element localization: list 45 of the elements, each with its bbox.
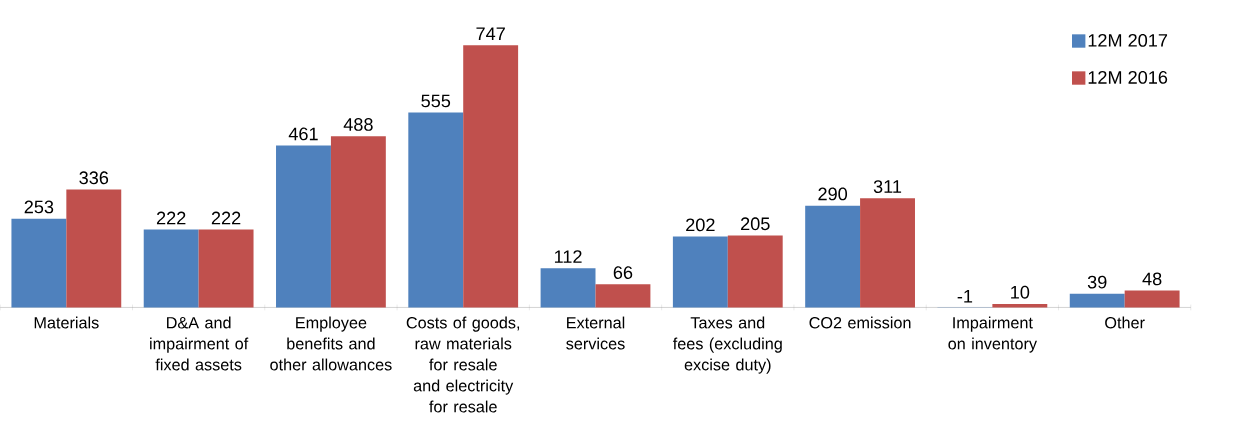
data-label: 290 (818, 187, 848, 201)
data-label: 488 (343, 117, 373, 131)
data-label: 555 (421, 94, 451, 108)
x-tick-label: Impairment on inventory (948, 316, 1037, 353)
data-label: 311 (873, 180, 902, 193)
legend-label: 12M 2016 (1088, 70, 1168, 84)
data-label: -1 (957, 289, 973, 303)
bar (143, 229, 199, 308)
bar (1124, 290, 1180, 308)
data-label: 66 (613, 266, 633, 279)
bar (198, 229, 254, 308)
data-label: 747 (476, 27, 505, 40)
x-tick-label: CO2 emission (809, 316, 911, 329)
data-label: 112 (554, 250, 582, 263)
x-tick-label: Taxes and fees (excluding excise duty) (672, 316, 782, 374)
data-label: 202 (686, 218, 715, 232)
x-tick-label: Employee benefits and other allowances (270, 316, 392, 371)
bar (672, 236, 728, 308)
bar (408, 112, 464, 308)
data-label: 253 (24, 200, 54, 214)
x-tick-label: Other (1105, 316, 1145, 329)
bar (860, 198, 915, 308)
data-label: 10 (1011, 285, 1030, 299)
x-tick-label: External services (566, 316, 625, 350)
bar (66, 189, 122, 308)
bar (595, 284, 651, 308)
data-label: 222 (211, 211, 241, 225)
bar (11, 218, 67, 308)
data-label: 222 (156, 211, 186, 225)
bar (805, 205, 861, 308)
x-tick-label: D&A and impairment of fixed assets (150, 316, 249, 371)
data-label: 336 (79, 171, 109, 185)
x-tick-label: Costs of goods, raw materials for resale and electricity for resale (406, 316, 520, 413)
legend-label: 12M 2017 (1088, 33, 1168, 47)
bar (330, 136, 386, 308)
data-label: 39 (1087, 275, 1107, 289)
bar (276, 145, 331, 308)
data-label: 205 (741, 217, 770, 231)
bar (463, 45, 519, 308)
bar (1069, 293, 1125, 308)
data-label: 48 (1142, 272, 1162, 286)
bar (540, 268, 596, 308)
x-tick-label: Materials (34, 316, 99, 329)
data-label: 461 (288, 127, 318, 141)
bar (727, 235, 783, 308)
